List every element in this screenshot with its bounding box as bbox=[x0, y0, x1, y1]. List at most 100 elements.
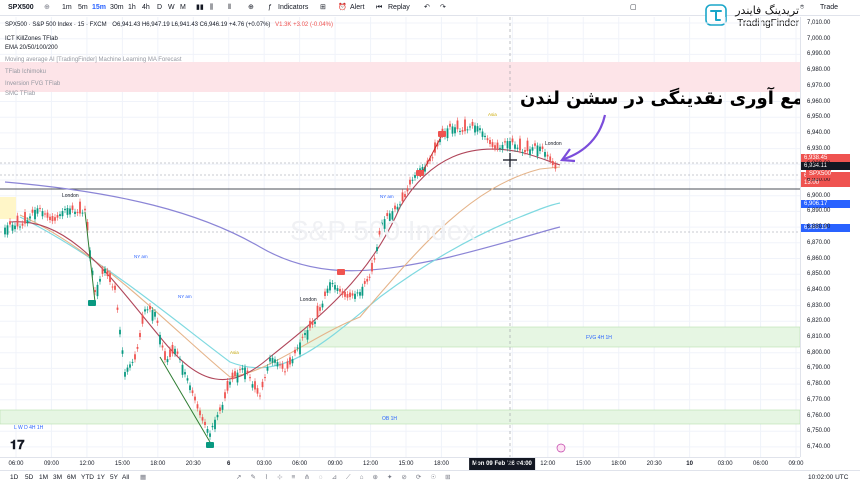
calendar-icon[interactable]: ▦ bbox=[140, 474, 147, 481]
replay-icon: ⏮ bbox=[376, 4, 383, 11]
price-axis-label: 6,850.00 bbox=[807, 271, 831, 278]
time-axis-label: 12:00 bbox=[79, 461, 95, 467]
candle-body bbox=[321, 303, 324, 308]
price-scale[interactable]: 6,938.45 6,934.11 6,926.17 13:00 6,906.1… bbox=[800, 17, 860, 457]
range-5d[interactable]: 5D bbox=[25, 474, 34, 481]
range-5y[interactable]: 5Y bbox=[110, 474, 118, 481]
legend-symbol[interactable]: SPX500 · S&P 500 Index · 15 · FXCM bbox=[5, 22, 107, 28]
range-6m[interactable]: 6M bbox=[67, 474, 77, 481]
candle-body bbox=[316, 305, 319, 317]
candle-body bbox=[454, 127, 456, 134]
time-axis-label: 09:00 bbox=[788, 461, 804, 467]
compare-icon[interactable]: ⊕ bbox=[248, 4, 254, 11]
candle-body bbox=[126, 367, 129, 372]
candle-body bbox=[254, 381, 256, 390]
replay-button[interactable]: Replay bbox=[388, 4, 410, 11]
candle-body bbox=[474, 125, 476, 133]
tf-15m[interactable]: 15m bbox=[92, 4, 107, 11]
tf-d[interactable]: D bbox=[157, 4, 163, 11]
indicators-button[interactable]: Indicators bbox=[278, 4, 309, 11]
price-axis-label: 6,760.00 bbox=[807, 412, 831, 419]
range-all[interactable]: All bbox=[122, 474, 130, 481]
range-1d[interactable]: 1D bbox=[10, 474, 19, 481]
structure-line-a bbox=[84, 211, 96, 303]
price-axis-label: 7,010.00 bbox=[807, 20, 831, 26]
candle-body bbox=[439, 138, 441, 143]
range-ytd[interactable]: YTD bbox=[81, 474, 94, 481]
candle-body bbox=[506, 141, 509, 149]
redo-icon[interactable]: ↷ bbox=[440, 4, 446, 11]
candle-body bbox=[386, 213, 389, 217]
candle-body bbox=[324, 291, 326, 297]
trade-button[interactable]: Trade bbox=[820, 4, 839, 11]
candle-body bbox=[344, 291, 346, 297]
buy-signal-marker bbox=[206, 442, 214, 448]
candle-body bbox=[536, 145, 539, 157]
annotation-text: جمع آوری نقدینگی در سشن لندن bbox=[520, 88, 818, 109]
candle-body bbox=[26, 220, 29, 224]
undo-icon[interactable]: ↶ bbox=[424, 4, 430, 11]
candle-body bbox=[64, 208, 66, 211]
tf-1h[interactable]: 1h bbox=[128, 4, 136, 11]
candle-body bbox=[363, 281, 366, 284]
range-1y[interactable]: 1Y bbox=[97, 474, 105, 481]
range-1m[interactable]: 1M bbox=[39, 474, 49, 481]
legend-indicator[interactable]: TFlab Ichimoku bbox=[5, 69, 47, 75]
candle-body bbox=[526, 140, 529, 152]
candle-body bbox=[219, 407, 221, 411]
ob-zone bbox=[0, 409, 800, 425]
candle-body bbox=[486, 138, 489, 141]
range-3m[interactable]: 3M bbox=[53, 474, 63, 481]
candle-body bbox=[286, 361, 289, 369]
time-axis-label: 6 bbox=[227, 461, 231, 467]
alert-button[interactable]: Alert bbox=[350, 4, 365, 11]
candle-body bbox=[431, 157, 434, 159]
legend-indicator[interactable]: ICT KillZones TFlab bbox=[5, 36, 58, 42]
drawing-tools-icon[interactable]: ↗✎⌇⊹≡⋔◌⊿⟋⌂⊕✦⊘⟳☉⊞ bbox=[236, 474, 460, 481]
legend-indicator[interactable]: SMC TFlab bbox=[5, 91, 36, 97]
candle-body bbox=[499, 147, 501, 149]
price-chart[interactable]: London London London NY am NY am NY am A… bbox=[0, 17, 800, 457]
legend-indicator[interactable]: Moving average AI [TradingFinder] Machin… bbox=[5, 57, 182, 63]
time-axis-label: 03:00 bbox=[717, 461, 733, 467]
symbol-search[interactable]: SPX500 bbox=[8, 4, 34, 11]
tf-m[interactable]: M bbox=[180, 4, 186, 11]
tf-w[interactable]: W bbox=[168, 4, 175, 11]
legend-indicator[interactable]: EMA 20/50/100/200 bbox=[5, 45, 58, 51]
camera-icon[interactable]: ⌾ bbox=[800, 4, 805, 11]
candle-body bbox=[31, 209, 34, 213]
time-scale[interactable]: Mon 09 Feb '26 04:00 06:00 09:00 12:00 15:0… bbox=[0, 457, 804, 470]
premium-zone bbox=[0, 62, 800, 92]
candle-body bbox=[194, 396, 196, 401]
legend-volume: V1.3K +3.02 (-0.04%) bbox=[275, 22, 333, 28]
bars-icon[interactable]: ⫼ bbox=[210, 4, 214, 11]
tf-5m[interactable]: 5m bbox=[78, 4, 88, 11]
candle-body bbox=[129, 364, 131, 368]
tf-4h[interactable]: 4h bbox=[142, 4, 150, 11]
tf-1m[interactable]: 1m bbox=[62, 4, 72, 11]
candles-icon[interactable]: ⦀ bbox=[228, 4, 232, 11]
legend-indicator[interactable]: Inversion FVG TFlab bbox=[5, 81, 61, 87]
candle-body bbox=[271, 357, 274, 363]
candle-body bbox=[524, 150, 526, 153]
candle-body bbox=[294, 349, 296, 354]
event-icon[interactable] bbox=[556, 443, 566, 453]
templates-icon[interactable]: ⊞ bbox=[320, 4, 326, 11]
chart-type-icon[interactable]: ▮▮ bbox=[196, 4, 204, 11]
plus-icon[interactable]: ⊕ bbox=[44, 4, 50, 11]
price-axis-label: 6,950.00 bbox=[807, 114, 831, 121]
candle-body bbox=[349, 292, 351, 298]
candle-body bbox=[29, 216, 31, 219]
session-label-london: London bbox=[300, 297, 317, 303]
candle-body bbox=[209, 433, 211, 437]
candle-body bbox=[121, 350, 124, 354]
candle-body bbox=[44, 213, 46, 215]
tf-30m[interactable]: 30m bbox=[110, 4, 124, 11]
candle-body bbox=[306, 330, 309, 340]
candle-body bbox=[451, 126, 454, 134]
layout-icon[interactable]: ▢ bbox=[630, 4, 637, 11]
time-axis-label: 09:45 bbox=[504, 461, 520, 467]
candle-body bbox=[261, 381, 264, 388]
candle-body bbox=[383, 219, 386, 229]
candle-body bbox=[469, 126, 471, 128]
